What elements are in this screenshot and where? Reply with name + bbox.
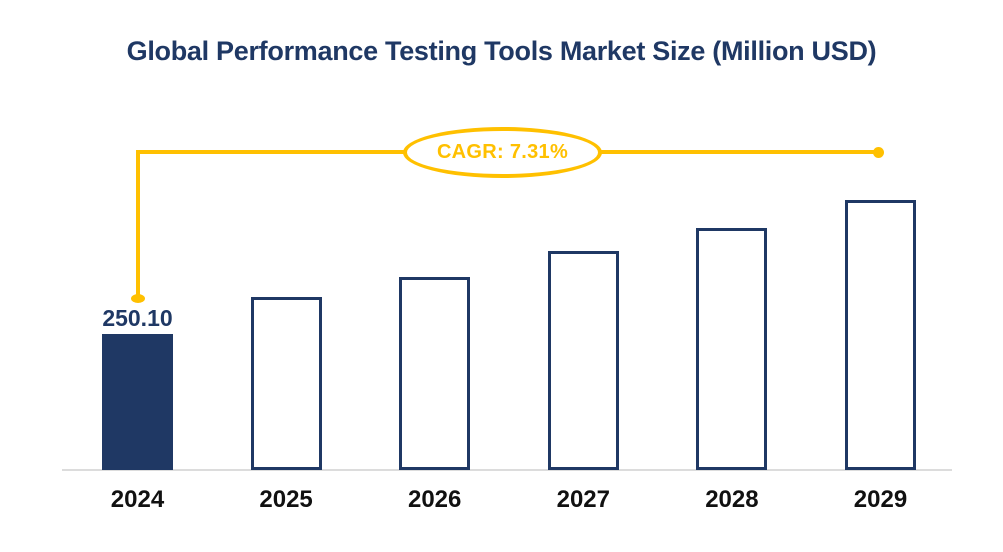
cagr-connector-left-line [136, 150, 404, 154]
x-tick-2024: 2024 [110, 486, 165, 513]
value-label-2024: 250.10 [102, 305, 173, 331]
cagr-connector-right-dot [873, 147, 884, 158]
chart-title: Global Performance Testing Tools Market … [126, 36, 877, 66]
cagr-connector-left-dot [131, 294, 145, 303]
x-tick-2025: 2025 [259, 486, 313, 513]
x-tick-2029: 2029 [853, 486, 908, 513]
bar-2029 [845, 200, 916, 470]
bar-2028 [696, 228, 768, 470]
x-axis-line [62, 469, 952, 471]
x-tick-2028: 2028 [705, 486, 759, 513]
cagr-connector-vertical-line [136, 150, 140, 298]
bar-2027 [547, 251, 619, 470]
cagr-label: CAGR: 7.31% [436, 141, 569, 163]
x-tick-2027: 2027 [556, 486, 610, 513]
cagr-badge: CAGR: 7.31% [403, 127, 602, 178]
bar-2025 [250, 297, 322, 470]
cagr-connector-right-line [600, 150, 874, 154]
bar-2026 [399, 277, 471, 470]
x-tick-2026: 2026 [407, 486, 462, 513]
bar-2024 [102, 334, 173, 470]
